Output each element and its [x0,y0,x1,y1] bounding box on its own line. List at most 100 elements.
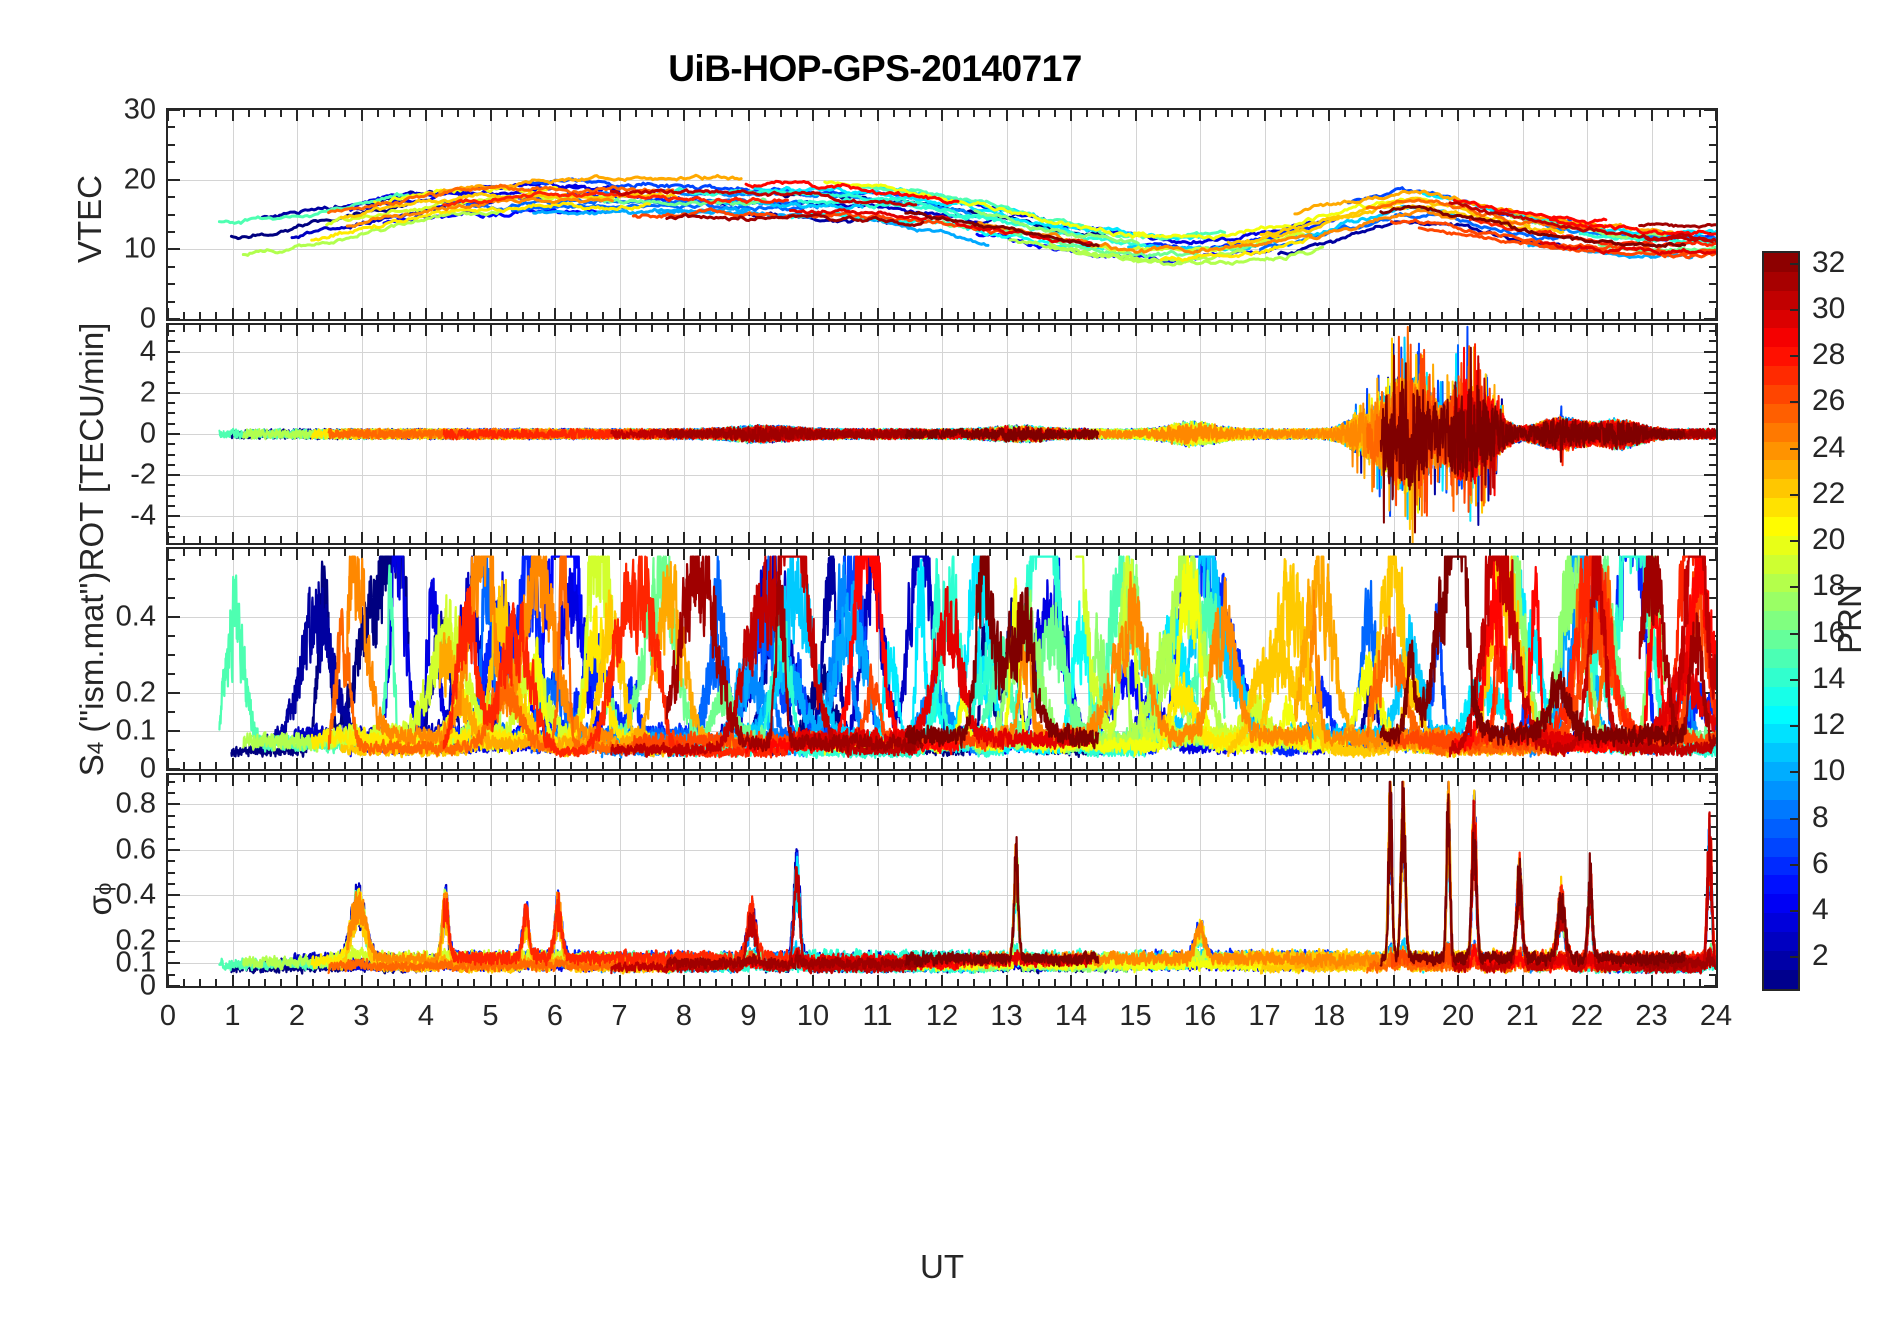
x-tick-minor [247,762,250,769]
colorbar-prn[interactable] [1762,251,1800,991]
y-tick-minor [1709,300,1716,303]
x-tick-minor [795,312,798,319]
x-tick-minor [1215,110,1218,117]
x-tick-minor [312,762,315,769]
x-tick-minor [1682,549,1685,556]
trace-layer-vtec [217,173,1716,267]
colorbar-tick-label: 14 [1812,661,1846,695]
y-tick-minor [1709,837,1716,840]
colorbar-tick [1790,863,1800,866]
x-tick-minor [1569,762,1572,769]
x-tick-minor [392,110,395,117]
x-tick-minor [473,979,476,986]
x-tick-major [360,549,363,560]
x-tick-minor [408,325,411,332]
x-tick-minor [344,775,347,782]
x-tick-major [168,975,169,986]
x-tick-minor [924,110,927,117]
x-tick-minor [408,312,411,319]
x-tick-minor [1311,549,1314,556]
x-tick-minor [505,325,508,332]
colorbar-tick [1790,725,1800,728]
x-tick-minor [634,325,637,332]
y-tick-major [168,110,180,111]
colorbar-segment [1764,818,1798,838]
y-tick-minor [168,837,175,840]
x-tick-minor [1682,110,1685,117]
x-tick-minor [215,775,218,782]
x-tick-major [489,775,492,786]
x-tick-minor [844,762,847,769]
x-tick-major [747,775,750,786]
y-tick-minor [168,213,175,216]
data-trace [349,184,621,212]
x-tick-minor [263,325,266,332]
x-tick-minor [957,775,960,782]
x-tick-major [1263,325,1266,336]
x-tick-minor [892,549,895,556]
x-tick-major [1715,308,1716,319]
x-tick-minor [570,775,573,782]
x-tick-major [747,110,750,121]
x-tick-minor [1037,536,1040,543]
data-trace [904,555,1100,750]
y-tick-minor [168,597,175,600]
x-tick-minor [473,549,476,556]
x-tick-major [683,110,685,121]
x-tick-major [812,758,814,769]
data-trace [665,555,924,754]
x-tick-major [1650,532,1653,543]
x-tick-minor [1682,762,1685,769]
x-tick-minor [892,979,895,986]
x-tick-minor [763,979,766,986]
x-tick-minor [1698,775,1701,782]
x-tick-minor [1537,979,1540,986]
x-tick-minor [1053,762,1056,769]
x-tick-minor [650,979,653,986]
y-tick-minor [1709,422,1716,425]
x-tick-minor [328,312,331,319]
trace-layer-sigma_phi [218,780,1716,975]
y-tick-major [168,692,180,695]
x-tick-major [489,758,492,769]
gridline-vertical [1264,110,1266,319]
x-tick-label: 9 [740,1000,757,1032]
x-tick-minor [247,325,250,332]
data-trace [904,210,1100,248]
x-tick-minor [457,549,460,556]
x-tick-major [1134,975,1137,986]
x-tick-minor [1086,762,1089,769]
x-tick-major [941,110,943,121]
x-tick-minor [1440,979,1443,986]
x-tick-minor [1473,549,1476,556]
x-tick-minor [666,536,669,543]
x-tick-minor [1021,549,1024,556]
x-tick-minor [586,110,589,117]
x-tick-minor [763,325,766,332]
x-tick-minor [1682,775,1685,782]
x-tick-minor [1118,312,1121,319]
gridline-vertical [426,775,427,986]
x-tick-major [554,110,556,121]
x-tick-label: 17 [1248,1000,1281,1032]
x-tick-major [296,775,298,786]
colorbar-tick-label: 8 [1812,800,1829,834]
y-tick-minor [1709,525,1716,528]
x-tick-major [1392,110,1395,121]
y-tick-minor [1709,578,1716,581]
x-tick-minor [1037,762,1040,769]
y-tick-minor [1709,780,1716,783]
x-tick-minor [1182,312,1185,319]
data-trace [823,180,1154,239]
gridline-vertical [1329,775,1330,986]
gridline-vertical [1522,775,1524,986]
x-tick-minor [1231,110,1234,117]
x-tick-major [231,549,234,560]
y-tick-major [1704,178,1716,181]
x-tick-minor [473,110,476,117]
colorbar-tick [1790,493,1800,496]
y-tick-minor [168,412,175,415]
colorbar-tick-label: 26 [1812,384,1846,418]
y-tick-minor [1709,792,1716,795]
x-tick-minor [924,549,927,556]
